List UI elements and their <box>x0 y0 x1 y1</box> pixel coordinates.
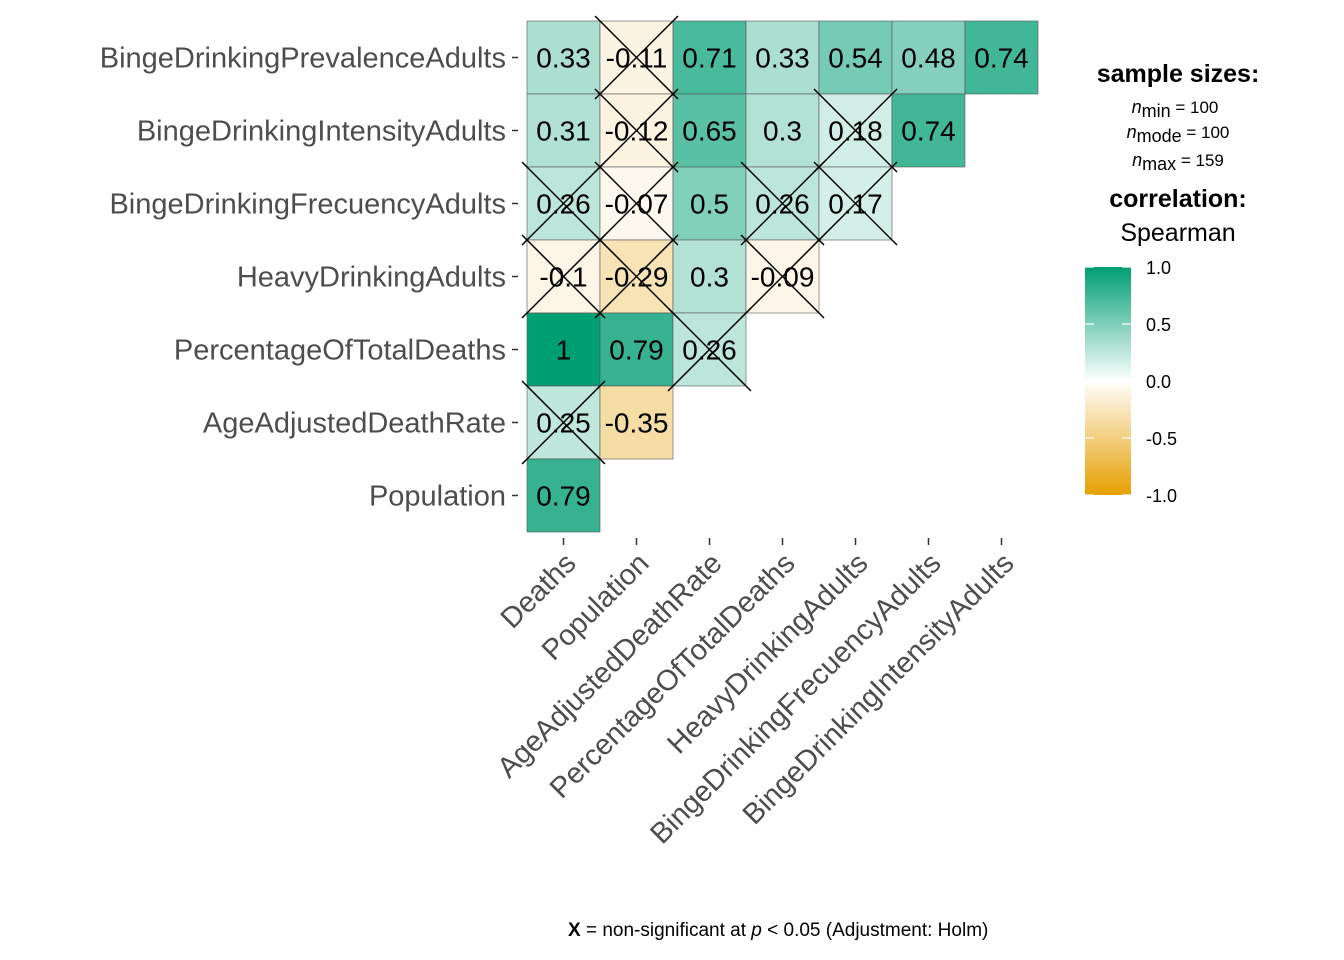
heatmap-cell <box>526 312 601 387</box>
cell-value-label: 0.31 <box>536 116 591 147</box>
significance-caption: X = non-significant at p < 0.05 (Adjustm… <box>568 920 988 941</box>
y-axis-label: Population <box>369 481 506 513</box>
cell-value-label: 0.48 <box>901 43 956 74</box>
y-axis-label: BingeDrinkingPrevalenceAdults <box>100 43 506 75</box>
non-significant-cross-mark <box>813 161 898 246</box>
cell-value-label: 0.65 <box>682 116 737 147</box>
y-axis-label: AgeAdjustedDeathRate <box>203 408 506 440</box>
cell-value-label: 0.54 <box>828 43 883 74</box>
cell-value-label: 0.79 <box>536 481 591 512</box>
non-significant-cross-mark <box>813 88 898 173</box>
non-significant-cross-mark <box>521 234 606 319</box>
non-significant-cross-mark <box>594 161 679 246</box>
heatmap-cell <box>526 20 601 95</box>
cell-value-label: 0.5 <box>690 189 729 220</box>
cell-value-label: 1 <box>556 335 572 366</box>
y-axis-label: BingeDrinkingFrecuencyAdults <box>109 189 506 221</box>
non-significant-cross-mark <box>521 380 606 465</box>
cell-value-label: 0.74 <box>974 43 1029 74</box>
heatmap-cell <box>891 93 966 168</box>
heatmap-cell <box>526 458 601 533</box>
cell-value-label: 0.3 <box>763 116 802 147</box>
legend-n-max: nmax = 159 <box>1132 150 1224 174</box>
heatmap-cell <box>599 385 674 460</box>
y-axis-label: PercentageOfTotalDeaths <box>174 335 506 367</box>
legend-tick-label: -0.5 <box>1146 429 1177 449</box>
legend-correlation-method: Spearman <box>1120 219 1235 247</box>
non-significant-cross-mark <box>594 234 679 319</box>
non-significant-cross-mark <box>740 161 825 246</box>
legend-tick-label: 1.0 <box>1146 258 1171 278</box>
cell-value-label: 0.33 <box>536 43 591 74</box>
heatmap-cell <box>818 20 893 95</box>
y-axis-labels: BingeDrinkingPrevalenceAdults BingeDrinki… <box>100 43 518 513</box>
heatmap-cell <box>964 20 1039 95</box>
y-axis-label: BingeDrinkingIntensityAdults <box>137 116 506 148</box>
cell-value-label: -0.35 <box>605 408 669 439</box>
non-significant-cross-mark <box>594 15 679 100</box>
heatmap-cell <box>745 20 820 95</box>
legend-tick-label: -1.0 <box>1146 486 1177 506</box>
legend: sample sizes: nmin = 100 nmode = 100 nma… <box>1085 60 1259 506</box>
non-significant-cross-mark <box>594 88 679 173</box>
heatmap-cells: 0.33-0.110.710.330.540.480.740.31-0.120.… <box>521 15 1039 533</box>
legend-tick-label: 0.0 <box>1146 372 1171 392</box>
legend-n-mode: nmode = 100 <box>1127 122 1230 146</box>
heatmap-cell <box>672 20 747 95</box>
non-significant-cross-mark <box>740 234 825 319</box>
legend-correlation-title: correlation: <box>1109 185 1247 213</box>
heatmap-cell <box>672 93 747 168</box>
cell-value-label: 0.33 <box>755 43 810 74</box>
heatmap-cell <box>672 239 747 314</box>
legend-tick-label: 0.5 <box>1146 315 1171 335</box>
heatmap-cell <box>526 93 601 168</box>
non-significant-cross-mark <box>521 161 606 246</box>
non-significant-cross-mark <box>667 307 752 392</box>
cell-value-label: 0.71 <box>682 43 737 74</box>
legend-ticks: 1.0 0.5 0.0 -0.5 -1.0 <box>1085 258 1177 506</box>
cell-value-label: 0.79 <box>609 335 664 366</box>
heatmap-cell <box>672 166 747 241</box>
x-axis-labels: DeathsPopulationAgeAdjustedDeathRatePerc… <box>491 538 1020 850</box>
legend-n-min: nmin = 100 <box>1132 97 1219 121</box>
legend-sample-title: sample sizes: <box>1097 60 1260 88</box>
heatmap-cell <box>891 20 966 95</box>
cell-value-label: 0.3 <box>690 262 729 293</box>
y-axis-label: HeavyDrinkingAdults <box>237 262 506 294</box>
cell-value-label: 0.74 <box>901 116 956 147</box>
